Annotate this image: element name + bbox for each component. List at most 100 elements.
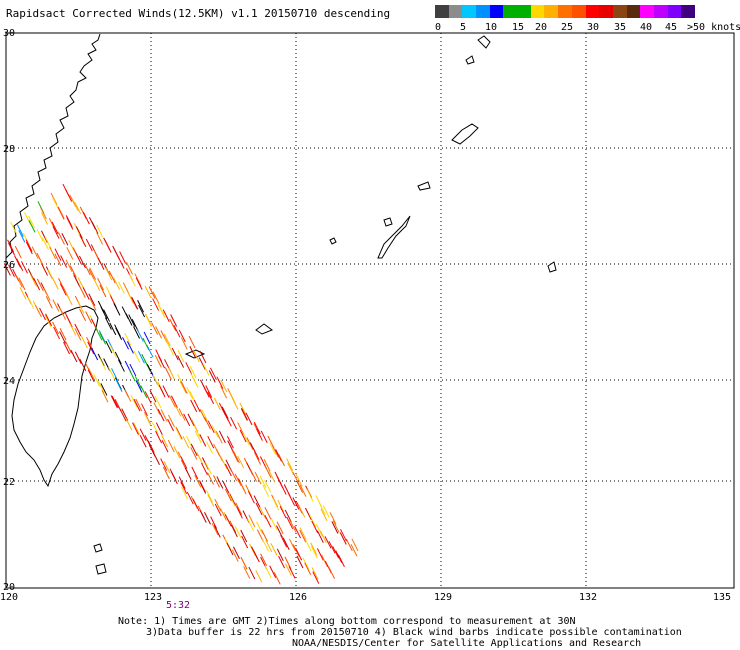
wind-barb [316,548,324,561]
wind-barb [264,507,272,520]
wind-barb [207,435,215,449]
legend-swatch [558,5,573,18]
wind-barb [25,239,33,252]
wind-barb [78,285,86,299]
wind-barb [199,434,207,447]
wind-barb [296,480,304,493]
wind-barb [66,217,74,230]
wind-barb [259,506,267,520]
wind-barb [155,422,163,435]
wind-barb [288,493,296,506]
wind-barb [299,527,307,540]
wind-barb [254,452,261,465]
wind-barb [196,451,204,465]
wind-barb [231,397,239,410]
wind-barb [134,376,142,389]
wind-barb [144,285,152,299]
wind-barb [332,520,340,533]
wind-barb [199,350,207,364]
wind-barb [299,529,307,543]
wind-barb [289,520,297,533]
wind-barb [41,237,49,250]
wind-barb [158,384,166,398]
wind-barb [292,544,300,557]
wind-barb [7,239,15,253]
wind-barb [240,556,248,570]
wind-barb [66,247,74,260]
wind-barb [135,398,143,412]
wind-barb [194,430,202,443]
wind-barb [340,528,347,542]
wind-barb [135,277,143,290]
wind-barb [133,398,141,412]
wind-barb [134,273,142,286]
wind-barb [192,349,200,363]
wind-barb [117,359,125,372]
wind-barb [213,525,221,538]
wind-barb [127,291,135,304]
wind-barb [39,206,47,220]
wind-barb [97,277,105,291]
wind-barb [58,232,65,245]
legend-label: 25 [561,22,574,33]
wind-barb [178,329,186,343]
wind-barb [124,332,132,346]
wind-barb [210,516,218,529]
legend-label: 5 [460,22,467,33]
wind-swath [3,183,359,585]
legend-swatch [571,5,586,18]
wind-barb [192,498,200,512]
wind-barb [311,520,319,534]
wind-barb [190,443,198,457]
longitude-label: 135 [713,592,732,603]
wind-barb [264,514,272,528]
wind-barb [82,211,90,225]
wind-barb [190,447,198,460]
wind-barb [65,314,73,328]
wind-barb [140,385,148,398]
wind-barb [57,207,65,220]
wind-barb [178,476,186,489]
wind-barb [208,370,216,383]
wind-barb [154,355,162,368]
wind-barb [69,323,77,336]
wind-barb [211,425,219,438]
wind-barb [14,255,21,268]
wind-barb [204,416,211,430]
wind-barb [59,331,67,344]
wind-barb [255,570,263,583]
wind-barb [272,445,279,458]
wind-barb [87,369,95,383]
legend-swatch [448,5,463,18]
legend-swatch [640,5,655,18]
wind-barb [65,341,72,354]
wind-barb [190,399,198,413]
wind-barb [202,363,210,376]
wind-barb [273,572,281,585]
wind-barb [180,456,188,469]
wind-barb [214,503,222,517]
wind-barb [162,466,170,480]
map-title: Rapidsact Corrected Winds(12.5KM) v1.1 2… [6,7,391,20]
wind-barb [284,563,292,576]
wind-barb [74,323,82,337]
wind-barb [161,434,169,448]
wind-barb [193,425,201,439]
wind-barb [108,366,115,380]
wind-barb [167,343,175,356]
wind-barb [320,508,328,522]
wind-barb [280,534,288,548]
wind-barb [171,347,179,361]
wind-barb [101,389,109,403]
wind-barb [41,263,48,276]
wind-barb [275,449,283,462]
wind-barb [29,274,37,287]
wind-barb [131,297,139,310]
wind-barb [252,549,260,563]
wind-barb [241,407,248,421]
latitude-label: 20 [3,582,16,593]
wind-barb [315,524,323,537]
wind-barb [154,395,162,409]
wind-barb [173,445,181,459]
wind-barb [304,562,312,575]
